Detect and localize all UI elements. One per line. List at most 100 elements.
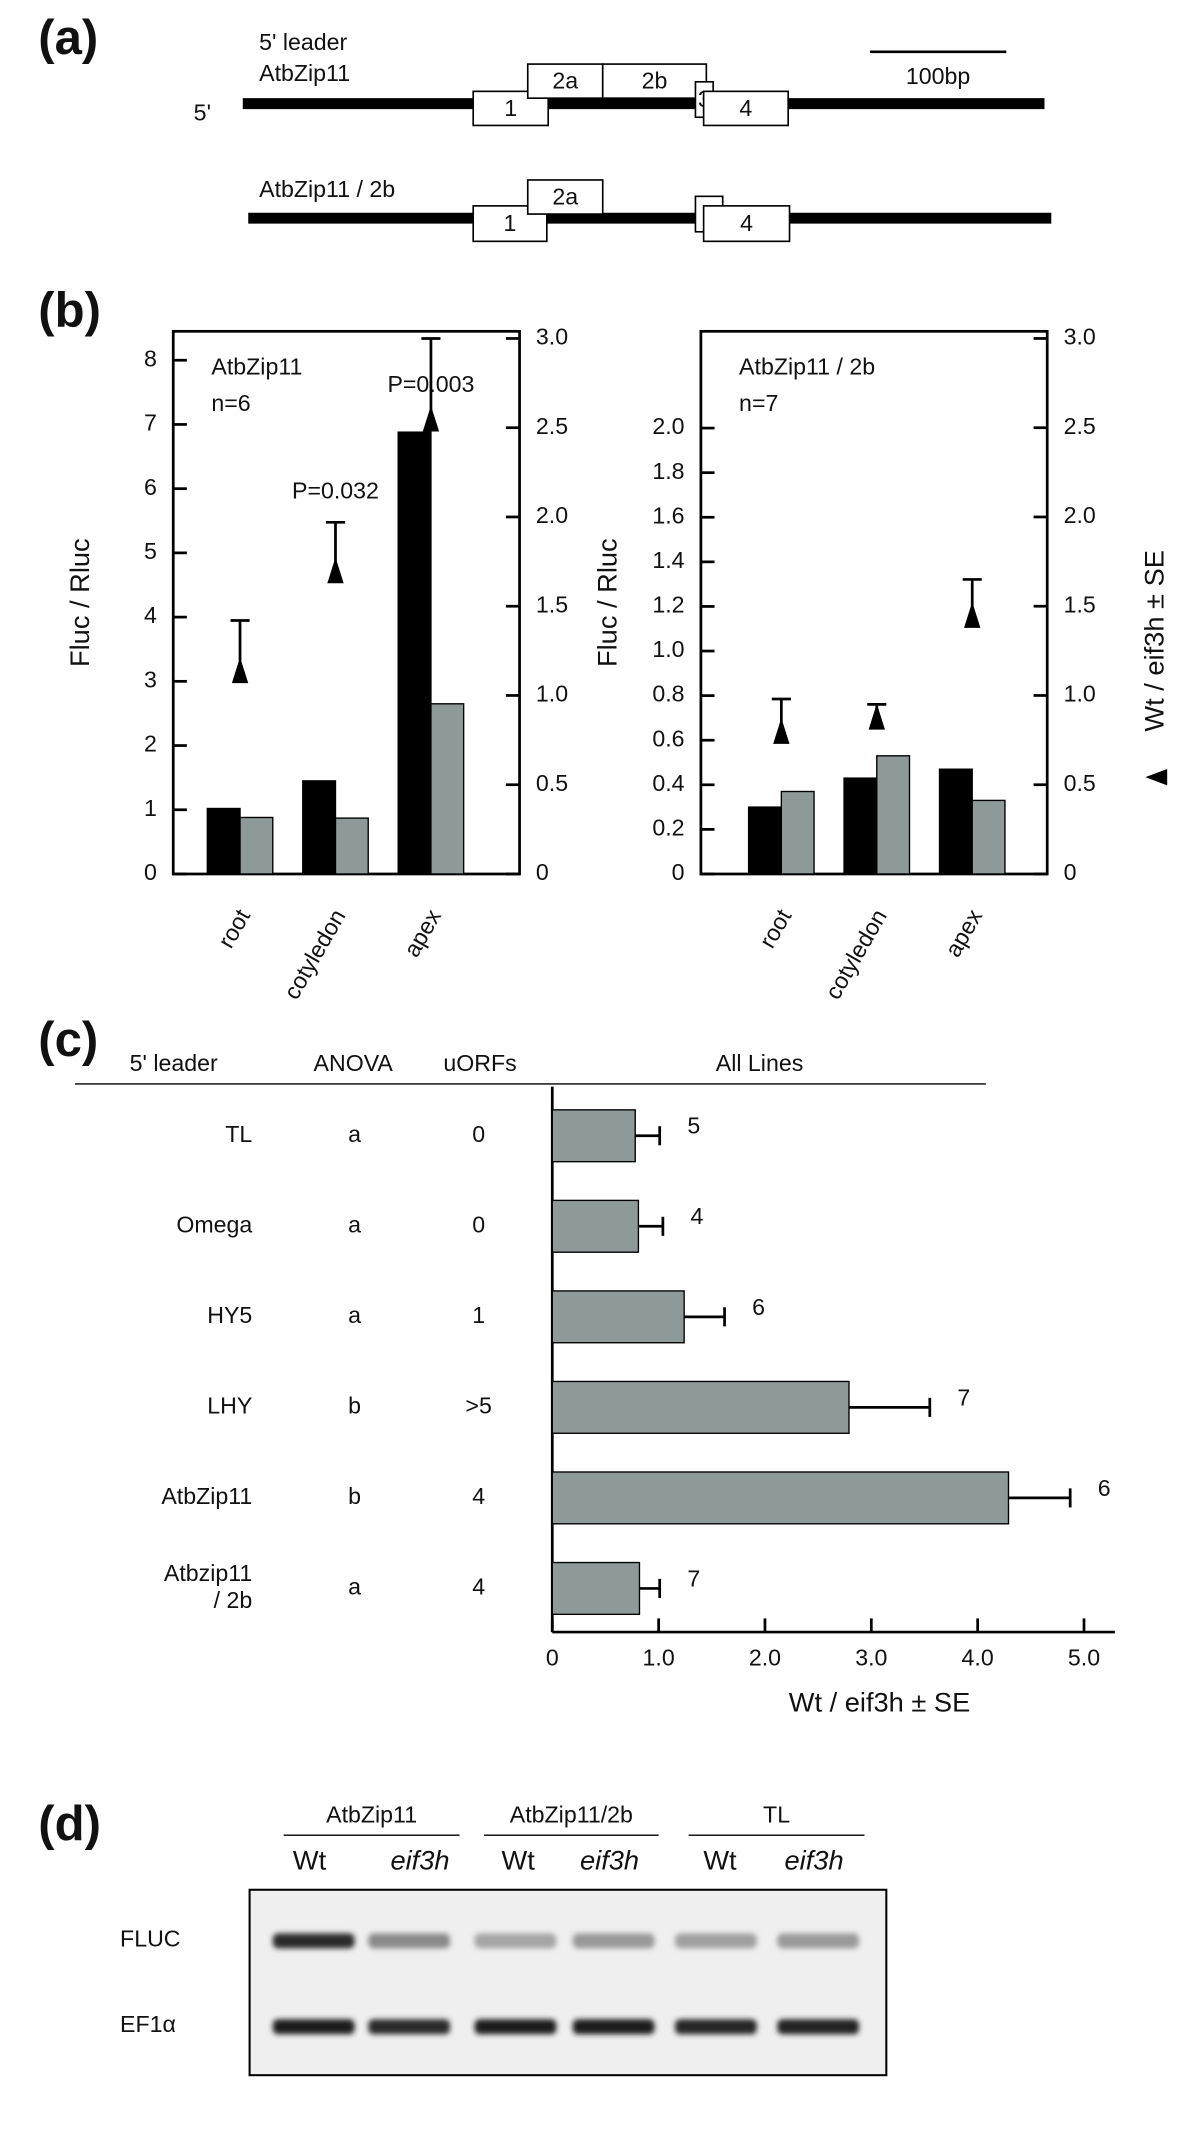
row-label: EF1α — [120, 2011, 176, 2037]
marker — [773, 717, 790, 744]
row-label: Atbzip11/ 2b — [164, 1560, 252, 1613]
group-label: TL — [763, 1801, 790, 1827]
y-tick-label: 0.6 — [652, 725, 684, 751]
y2-tick-label: 0 — [536, 859, 549, 885]
y-tick-label: 1.0 — [652, 636, 684, 662]
construct-name: AtbZip11 — [259, 60, 350, 86]
chart-subtitle: n=7 — [739, 390, 778, 416]
chart-subtitle: n=6 — [211, 390, 250, 416]
lane-label: Wt — [502, 1845, 536, 1876]
bar — [843, 777, 878, 875]
uorf-count: 4 — [472, 1574, 485, 1600]
bar — [551, 1471, 1010, 1525]
lane-label: Wt — [293, 1845, 327, 1876]
row-label: TL — [225, 1121, 252, 1147]
marker — [964, 601, 981, 628]
chart-title: AtbZip11 — [211, 353, 302, 379]
column-header: 5' leader — [130, 1050, 218, 1076]
y-tick-label: 1.8 — [652, 458, 684, 484]
x-tick-label: apex — [398, 904, 446, 961]
exon-label: 4 — [740, 210, 753, 236]
gel-band — [272, 2019, 355, 2035]
exon-label: 2b — [642, 68, 668, 94]
annotation: P=0.032 — [292, 477, 379, 503]
y-tick-label: 6 — [144, 474, 157, 500]
gel-band — [572, 1933, 655, 1949]
line-count: 6 — [1098, 1475, 1111, 1501]
gel-band — [777, 2019, 860, 2035]
y-tick-label: 7 — [144, 410, 157, 436]
y2-tick-label: 2.5 — [1064, 413, 1096, 439]
bar — [302, 780, 337, 875]
uorf-count: 0 — [472, 1121, 485, 1147]
x-tick-label: 4.0 — [962, 1644, 994, 1670]
x-tick-label: 3.0 — [855, 1644, 887, 1670]
y2-tick-label: 2.0 — [536, 502, 568, 528]
bar — [876, 755, 911, 875]
y2-tick-label: 0.5 — [536, 770, 568, 796]
lane-label: eif3h — [390, 1845, 449, 1876]
bar — [334, 817, 369, 875]
exon-label: 4 — [739, 95, 752, 121]
row-label: AtbZip11 — [161, 1483, 252, 1509]
marker — [231, 657, 249, 684]
y-tick-label: 0.2 — [652, 815, 684, 841]
bar — [551, 1290, 685, 1344]
lane-label: eif3h — [580, 1845, 639, 1876]
x-tick-label: 2.0 — [749, 1644, 781, 1670]
group-label: AtbZip11 — [326, 1801, 417, 1827]
gel-band — [674, 2019, 757, 2035]
uorf-count: >5 — [465, 1392, 491, 1418]
lane-label: Wt — [703, 1845, 737, 1876]
annotation: P=0.003 — [387, 371, 474, 397]
panel-label: (b) — [38, 284, 101, 338]
bar — [780, 790, 815, 875]
gel-band — [368, 2019, 451, 2035]
marker — [868, 703, 885, 730]
x-axis-label: Wt / eif3h ± SE — [789, 1687, 971, 1718]
leader-title: 5' leader — [259, 29, 347, 55]
bar — [971, 799, 1006, 875]
anova-label: a — [348, 1121, 361, 1147]
exon — [526, 179, 604, 215]
y-tick-label: 3 — [144, 666, 157, 692]
marker — [422, 405, 440, 432]
exon-label: 1 — [504, 95, 517, 121]
gel-band — [572, 2019, 655, 2035]
y2-tick-label: 0.5 — [1064, 770, 1096, 796]
uorf-count: 1 — [472, 1302, 485, 1328]
x-tick-label: 1.0 — [643, 1644, 675, 1670]
gel-band — [272, 1933, 355, 1949]
bar — [551, 1561, 641, 1616]
y-tick-label: 1.4 — [652, 547, 684, 573]
line-count: 4 — [691, 1203, 704, 1229]
y-axis-label: Fluc / Rluc — [592, 538, 623, 667]
x-tick-label: cotyledon — [278, 905, 350, 1004]
y-tick-label: 5 — [144, 538, 157, 564]
y2-tick-label: 2.5 — [536, 413, 568, 439]
bar — [938, 768, 973, 875]
x-tick-label: 0 — [546, 1644, 559, 1670]
x-tick-label: cotyledon — [820, 905, 892, 1004]
y2-tick-label: 1.5 — [1064, 591, 1096, 617]
bar — [551, 1199, 640, 1253]
x-tick-label: root — [213, 904, 256, 952]
panel-label: (d) — [38, 1797, 101, 1851]
anova-label: b — [348, 1483, 361, 1509]
y-tick-label: 0 — [672, 859, 685, 885]
line-count: 6 — [752, 1294, 765, 1320]
y-tick-label: 0.8 — [652, 681, 684, 707]
marker — [327, 557, 344, 584]
column-header: uORFs — [443, 1050, 516, 1076]
y-tick-label: 4 — [144, 602, 157, 628]
y-axis-label: Fluc / Rluc — [64, 538, 95, 667]
uorf-count: 0 — [472, 1211, 485, 1237]
exon — [601, 63, 708, 99]
construct-name: AtbZip11 / 2b — [259, 176, 395, 202]
y-tick-label: 1 — [144, 795, 157, 821]
bar — [551, 1109, 636, 1163]
y-tick-label: 2 — [144, 731, 157, 757]
y2-tick-label: 1.5 — [536, 591, 568, 617]
line-count: 7 — [687, 1565, 700, 1591]
